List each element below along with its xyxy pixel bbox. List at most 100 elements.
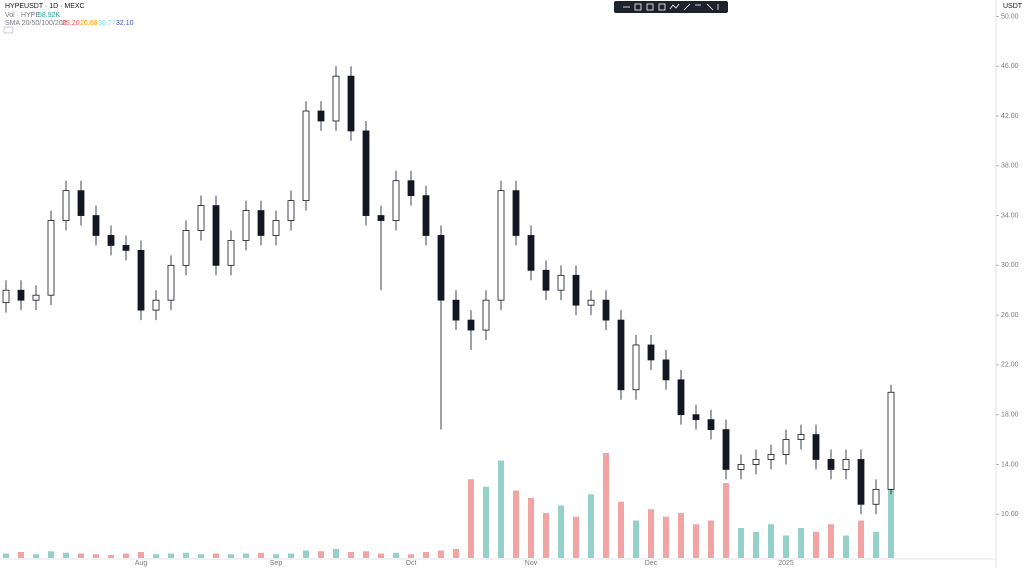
volume-bar [393,552,399,558]
volume-label: Vol · HYPE [5,12,40,19]
volume-bar [843,535,849,558]
y-tick-label: 10.00 [1001,511,1019,518]
candle-body [632,344,640,391]
candle-body [467,319,475,331]
drawing-toolbar [614,1,728,13]
volume-bar [768,524,774,558]
volume-bar [708,520,714,558]
candle-body [557,274,565,291]
volume-bar [603,453,609,558]
sma-label: SMA 20/50/100/200 [5,20,67,27]
volume-bar [648,509,654,558]
volume-bar [183,552,189,558]
candle-body [167,264,175,301]
candle-body [2,289,10,304]
x-tick-label: Aug [135,560,148,567]
collapse-button[interactable] [3,26,14,34]
sma-value: 32.10 [116,20,134,27]
candle-body [572,274,580,306]
y-tick-label: 34.00 [1001,212,1019,219]
tool-brush[interactable] [706,3,714,11]
candle-body [767,454,775,460]
volume-bar [663,516,669,558]
volume-bar [468,479,474,558]
candle-body [317,110,325,122]
volume-bar [63,552,69,558]
candle-body [407,180,415,197]
tool-fib[interactable] [646,3,654,11]
volume-bar [588,494,594,558]
volume-bar [633,520,639,558]
candle-body [137,249,145,311]
candle-body [422,195,430,236]
volume-bar [783,535,789,558]
volume-bar [618,501,624,558]
tool-pattern[interactable] [669,3,680,10]
volume-bar [813,531,819,558]
volume-bar [3,553,9,558]
volume-bar [318,551,324,558]
volume-bar [153,554,159,558]
volume-bar [378,553,384,558]
volume-bar [78,553,84,558]
sma-value: 26.66 [80,20,98,27]
volume-bar [498,460,504,558]
candle-body [362,130,370,216]
candle-body [437,235,445,301]
volume-bar [723,483,729,558]
sma-value: 30.77 [98,20,116,27]
y-tick-label: 30.00 [1001,262,1019,269]
tool-trend[interactable] [683,3,691,11]
candle-body [122,245,130,251]
volume-bar [873,531,879,558]
y-tick-label: 42.00 [1001,113,1019,120]
candle-body [452,299,460,321]
y-tick-label: 26.00 [1001,312,1019,319]
x-tick-label: Dec [645,560,658,567]
volume-bar [213,553,219,558]
sma-value: 25.20 [62,20,80,27]
candle-body [737,464,745,470]
symbol: HYPEUSDT · 1D · MEXC [5,3,85,10]
candle-body [692,414,700,421]
y-tick-label: 38.00 [1001,163,1019,170]
tool-range[interactable] [634,3,642,11]
tool-rect[interactable] [658,3,666,11]
volume-bar [168,553,174,558]
volume-bar [18,552,24,558]
volume-bar [828,524,834,558]
candle-body [77,190,85,216]
volume-bar [528,498,534,558]
candle-body [707,419,715,430]
candle-body [662,359,670,381]
volume-bar [453,549,459,558]
candle-body [377,215,385,221]
candle-body [392,180,400,221]
candle-body [647,344,655,361]
candle-body [842,459,850,470]
y-tick-label: 14.00 [1001,461,1019,468]
x-tick-label: Nov [525,560,538,567]
candle-body [152,299,160,311]
volume-bar [228,554,234,558]
candle-body [272,220,280,236]
volume-bar [423,552,429,558]
volume-bar [303,550,309,558]
volume-bar [798,528,804,558]
volume-bar [573,516,579,558]
candle-body [872,488,880,505]
candle-body [347,75,355,132]
y-tick-label: 50.00 [1001,13,1019,20]
volume-bar [678,513,684,558]
currency[interactable]: USDT [1003,3,1023,10]
candle-body [812,434,820,460]
volume-bar [483,486,489,558]
candle-body [197,205,205,231]
volume-bar [513,490,519,558]
candle-body [182,230,190,266]
volume-bar [243,553,249,558]
volume-bar [33,554,39,558]
candle-body [677,379,685,416]
candle-body [797,434,805,440]
